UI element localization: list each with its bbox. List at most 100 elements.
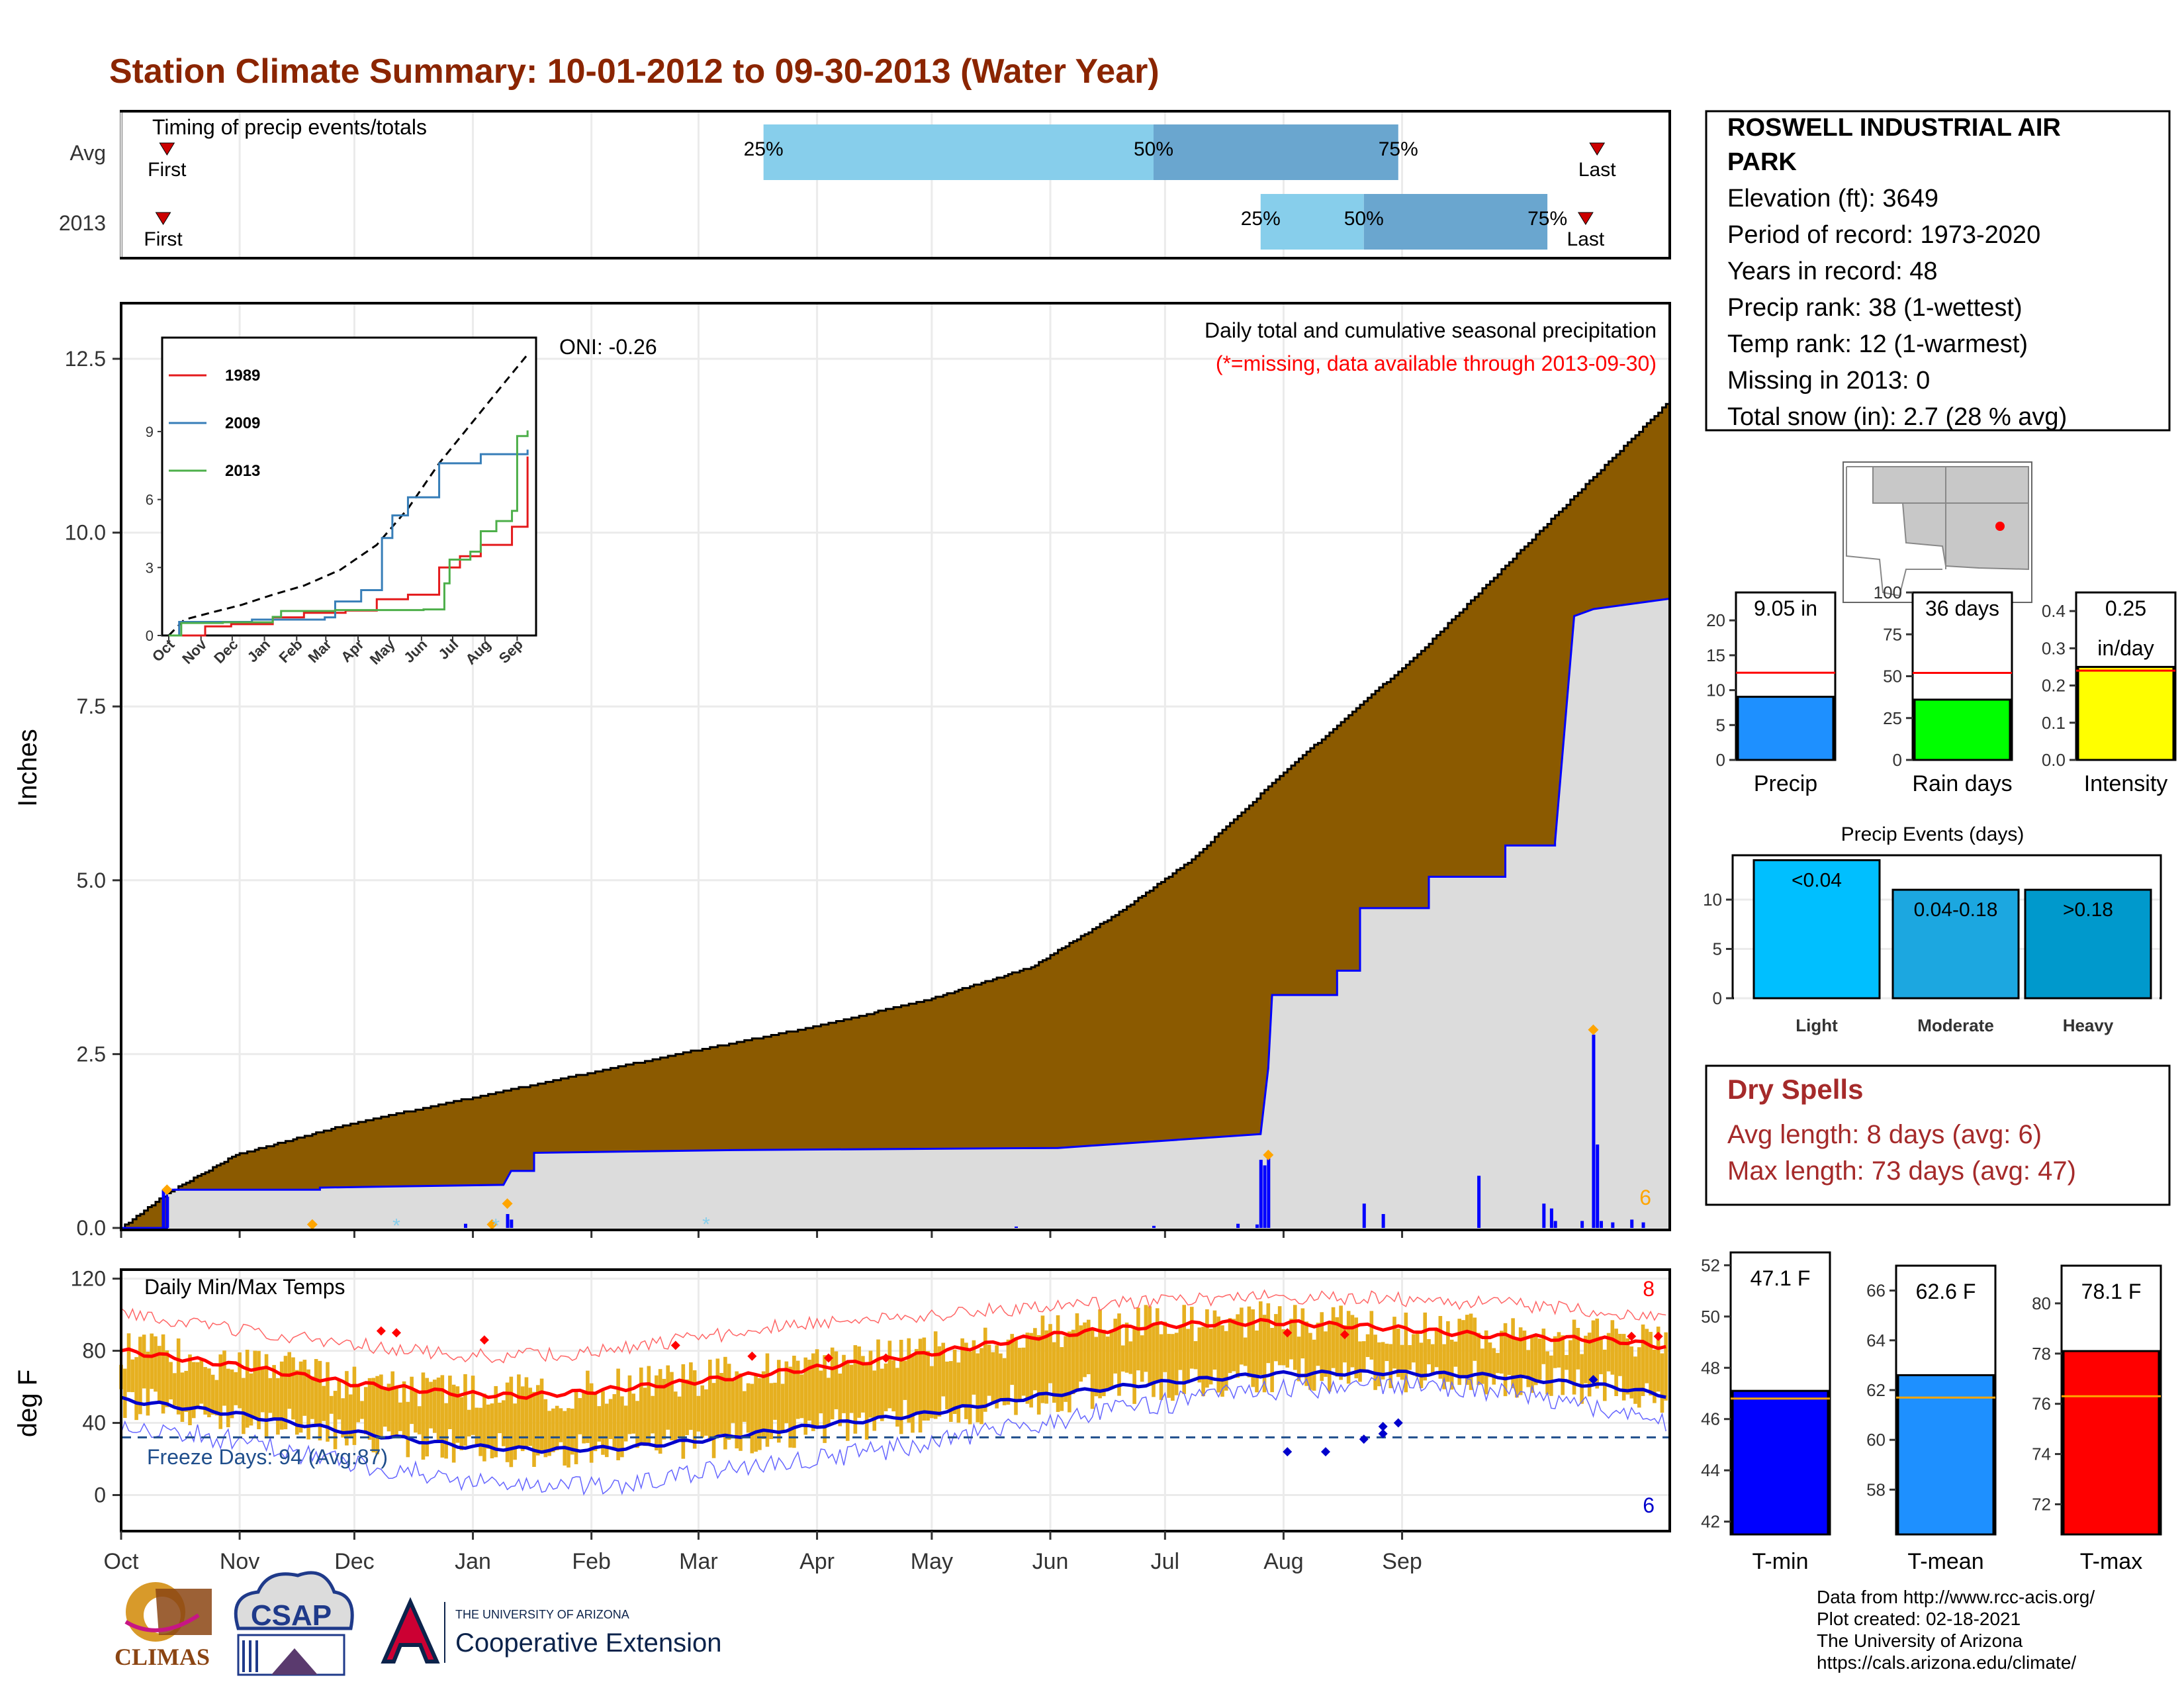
temperature-bar-charts: 42 44 46 48 50 52 47.1 F T-min 58 60 62 64 66 62.6 F T… [1701,1251,2162,1574]
daily-temp-bar [1427,1338,1431,1365]
daily-temp-bar [555,1405,559,1450]
daily-temp-bar [459,1397,464,1450]
daily-temp-bar [257,1350,261,1430]
record-high-marker [670,1340,680,1350]
csap-logo-text: CSAP [251,1599,332,1632]
daily-temp-bar [333,1391,338,1450]
record-precip-marker [161,1184,173,1196]
dry-spells-box: Dry Spells Avg length: 8 days (avg: 6) M… [1705,1064,2171,1206]
daily-temp-bar [326,1362,330,1442]
daily-temp-bar [884,1363,888,1411]
summary-tick-label: 10 [1706,680,1725,700]
daily-temp-bar [406,1401,410,1458]
daily-temp-bar [696,1395,701,1432]
daily-temp-bar [803,1357,808,1435]
daily-temp-bar [528,1387,533,1446]
daily-temp-bar [719,1373,723,1434]
daily-temp-bar [1633,1356,1637,1404]
temp-top-count: 8 [1643,1277,1655,1301]
daily-temp-bar [1358,1341,1362,1382]
summary-tick-label: 0.0 [2042,750,2066,770]
avg-cumulative-line [121,400,1671,1229]
precip-ytick-label: 12.5 [65,347,106,371]
daily-temp-bar [758,1378,762,1450]
daily-temp-bar [390,1371,395,1438]
temp-bar-tick-label: 64 [1866,1331,1886,1350]
daily-temp-bar [1212,1310,1217,1370]
record-high-marker [747,1351,757,1361]
timing-pct-label: 75% [1527,208,1567,230]
avg-max-temp-line [120,1317,1666,1400]
daily-temp-bar [1033,1328,1037,1391]
daily-temp-bar [723,1356,727,1450]
dry-spells-title: Dry Spells [1727,1074,1863,1105]
daily-temp-bar [547,1411,551,1456]
daily-temp-bar [1637,1347,1641,1408]
daily-precip-bar [1542,1203,1546,1228]
daily-temp-bar [830,1347,835,1420]
daily-temp-bar [1182,1305,1187,1394]
daily-temp-bar [1576,1328,1580,1370]
cumulative-2013-line [121,597,1670,1229]
daily-temp-bar [253,1350,257,1418]
precip-events-title: Precip Events (days) [1841,823,2025,845]
daily-temp-bar [823,1355,827,1443]
daily-temp-bar [1473,1317,1477,1361]
daily-temp-bar [1602,1349,1607,1401]
temp-bar-T-mean [1897,1374,1995,1536]
daily-temp-bar [1442,1344,1446,1389]
daily-temp-bar [601,1391,605,1455]
daily-temp-bar [249,1373,253,1426]
timing-pct-label: 50% [1344,208,1384,230]
daily-temp-bar [941,1342,946,1397]
daily-temp-bar [1614,1329,1618,1397]
temp-bar-tick-label: 48 [1701,1358,1720,1378]
timing-bar-2013-q1 [1260,194,1364,250]
daily-temp-bar [754,1374,758,1452]
daily-temp-bar [735,1371,739,1449]
daily-temp-bar [1220,1325,1224,1397]
daily-temp-bar [1404,1312,1408,1393]
temp-bar-tick-label: 78 [2032,1344,2051,1364]
daily-temp-bar [195,1362,200,1407]
daily-temp-bar [563,1411,567,1466]
record-min-line [120,1372,1666,1496]
daily-temp-bar [1645,1329,1649,1383]
daily-temp-bar [1090,1329,1095,1409]
daily-precip-bar [1263,1165,1267,1228]
record-low-marker [1359,1434,1369,1444]
daily-temp-bar [1316,1323,1320,1366]
daily-temp-bar [363,1387,368,1434]
month-label: Jul [1151,1549,1179,1574]
timing-pct-label: 25% [744,138,784,160]
daily-temp-bar [1208,1329,1213,1385]
temp-bar-tick-label: 76 [2032,1394,2051,1414]
daily-temp-bar [715,1358,720,1437]
precip-subtitle: (*=missing, data available through 2013-… [1216,352,1657,375]
daily-temp-bar [1385,1343,1389,1362]
daily-temp-bar [169,1362,173,1400]
timing-bar-avg-q1 [763,124,1154,180]
daily-temp-bar [868,1350,873,1418]
record-low-marker [1283,1447,1293,1457]
daily-temp-bar [146,1351,150,1416]
daily-temp-bar [203,1367,207,1415]
events-tick-label: 5 [1713,939,1722,959]
temp-bar-tick-label: 58 [1866,1479,1886,1499]
temp-bar-T-min [1731,1389,1829,1536]
daily-precip-bar [1580,1221,1584,1228]
daily-temp-bar [134,1357,138,1421]
daily-temp-bar [142,1335,146,1389]
daily-temp-bar [1270,1328,1274,1393]
daily-temp-bar [765,1353,770,1447]
daily-temp-bar [1412,1334,1416,1363]
temp-bar-value-label: 62.6 F [1916,1280,1976,1303]
daily-temp-bar [842,1354,846,1413]
daily-temp-bar [623,1405,628,1442]
daily-temp-bar [394,1386,398,1436]
daily-temp-bar [157,1346,161,1403]
daily-temp-bar [1580,1354,1584,1404]
daily-temp-bar [849,1364,854,1413]
daily-temp-bar [692,1370,697,1449]
temp-ytick-label: 120 [71,1267,106,1291]
